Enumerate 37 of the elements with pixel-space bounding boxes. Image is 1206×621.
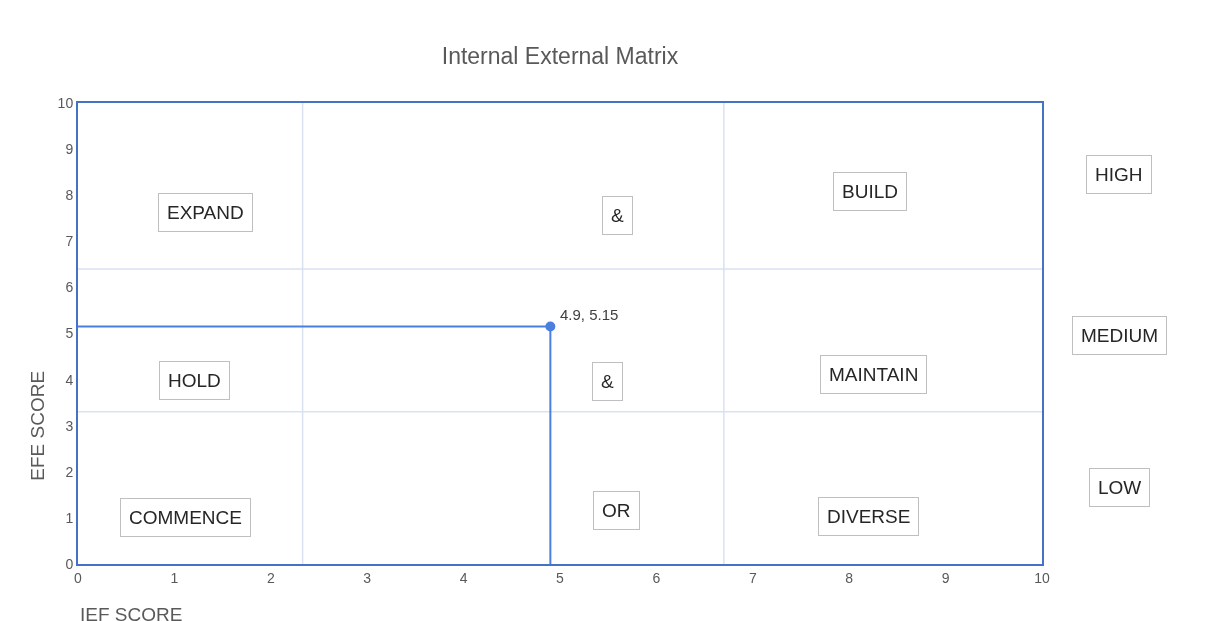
annotation: DIVERSE xyxy=(827,506,911,527)
annotation: MAINTAIN xyxy=(829,364,919,385)
x-tick-label: 5 xyxy=(556,569,565,586)
x-tick-label: 2 xyxy=(266,569,275,586)
y-tick-label: 8 xyxy=(65,187,74,204)
annotation: BUILD xyxy=(842,181,898,202)
x-tick-label: 10 xyxy=(1034,569,1050,586)
annotation: COMMENCE xyxy=(129,507,242,528)
y-tick-label: 1 xyxy=(65,509,74,526)
y-tick-label: 0 xyxy=(65,555,74,572)
y-tick-label: 5 xyxy=(65,325,74,342)
text: MEDIUM xyxy=(1081,325,1159,346)
chart-title: Internal External Matrix xyxy=(441,42,679,69)
y-tick-label: 6 xyxy=(65,279,74,296)
y-axis-title: EFE SCORE xyxy=(27,370,49,481)
x-tick-label: 7 xyxy=(748,569,757,586)
y-tick-label: 10 xyxy=(57,94,74,111)
annotation: 4.9, 5.15 xyxy=(560,306,619,323)
annotation: & xyxy=(611,205,624,226)
x-tick-label: 9 xyxy=(941,569,950,586)
annotation: & xyxy=(601,371,614,392)
text: HIGH xyxy=(1095,164,1143,185)
annotation: EXPAND xyxy=(167,202,244,223)
annotation: OR xyxy=(602,500,631,521)
x-tick-label: 1 xyxy=(170,569,179,586)
y-tick-label: 9 xyxy=(65,141,74,157)
x-tick-label: 8 xyxy=(845,569,854,586)
text: LOW xyxy=(1098,477,1142,498)
x-tick-label: 6 xyxy=(652,569,661,586)
y-tick-label: 7 xyxy=(65,233,74,250)
x-tick-label: 4 xyxy=(459,569,468,586)
y-tick-label: 3 xyxy=(65,417,74,434)
y-tick-label: 4 xyxy=(65,371,74,388)
annotation: HOLD xyxy=(168,370,221,391)
x-tick-label: 3 xyxy=(363,569,372,586)
x-axis-title: IEF SCORE xyxy=(80,604,183,621)
y-tick-label: 2 xyxy=(65,463,74,480)
